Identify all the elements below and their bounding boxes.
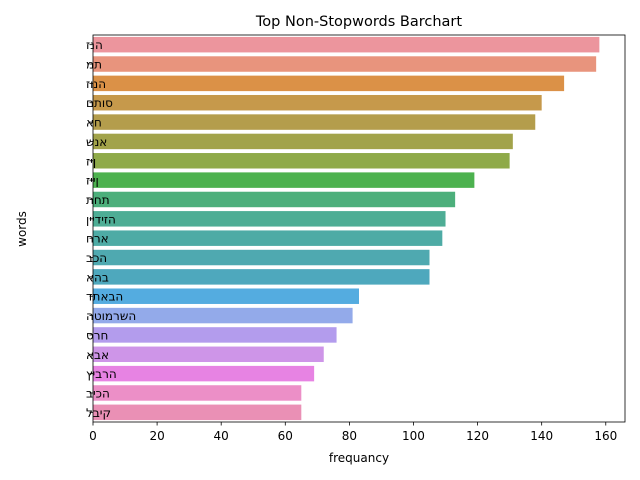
bar-11 (93, 230, 443, 246)
y-tick-label: הכיב (86, 386, 110, 400)
x-tick-label: 120 (466, 429, 489, 443)
y-tick-label: הנז (86, 38, 103, 52)
bar-19 (93, 385, 302, 401)
y-tick-label: ןייז (86, 174, 99, 188)
x-tick-label: 80 (342, 429, 357, 443)
y-tick-label: חא (86, 116, 102, 130)
y-tick-label: הזידיין (86, 212, 116, 226)
y-tick-label: תמ (86, 58, 102, 72)
bar-14 (93, 288, 359, 304)
x-tick-label: 140 (530, 429, 553, 443)
y-tick-label: אנש (86, 135, 107, 149)
y-tick-label: סותם (86, 96, 113, 110)
x-axis-title: frequancy (329, 451, 389, 465)
y-axis-title: words (15, 211, 29, 247)
x-tick-label: 0 (89, 429, 97, 443)
bar-12 (93, 249, 430, 266)
y-tick-label: אבא (86, 348, 109, 362)
bar-9 (93, 191, 456, 208)
bar-8 (93, 172, 475, 188)
x-tick-label: 60 (278, 429, 293, 443)
chart-title: Top Non-Stopwords Barchart (255, 14, 462, 30)
bar-10 (93, 211, 446, 227)
plot-frame (92, 34, 626, 423)
bar-5 (93, 114, 536, 130)
bar-1 (93, 36, 600, 53)
bar-6 (93, 133, 513, 150)
x-axis-ticks: 0 20 40 60 80 100 120 140 160 (89, 422, 617, 443)
y-tick-label: חרס (86, 328, 108, 342)
y-tick-label: הבאתד (86, 290, 123, 304)
bar-13 (93, 269, 430, 285)
x-tick-label: 160 (594, 429, 617, 443)
x-tick-label: 40 (214, 429, 229, 443)
bar-17 (93, 346, 324, 363)
bar-18 (93, 365, 315, 382)
bars-group (93, 36, 600, 421)
y-tick-label: קיבל (86, 406, 111, 420)
y-tick-label: ארח (86, 232, 109, 246)
bar-15 (93, 307, 353, 324)
bar-2 (93, 56, 597, 72)
y-tick-label: ןיז (86, 154, 96, 168)
bar-4 (93, 94, 542, 111)
x-tick-label: 100 (402, 429, 425, 443)
bar-16 (93, 327, 337, 343)
x-tick-label: 20 (149, 429, 164, 443)
bar-3 (93, 75, 565, 92)
bar-7 (93, 153, 510, 169)
bar-20 (93, 404, 302, 421)
y-tick-label: הנוז (86, 77, 106, 91)
y-tick-label: תחת (86, 193, 110, 207)
y-tick-label: השרמוטה (86, 309, 136, 323)
y-tick-label: הכב (86, 251, 107, 265)
y-tick-label: בהא (86, 270, 109, 284)
y-tick-label: הרביץ (86, 367, 117, 381)
